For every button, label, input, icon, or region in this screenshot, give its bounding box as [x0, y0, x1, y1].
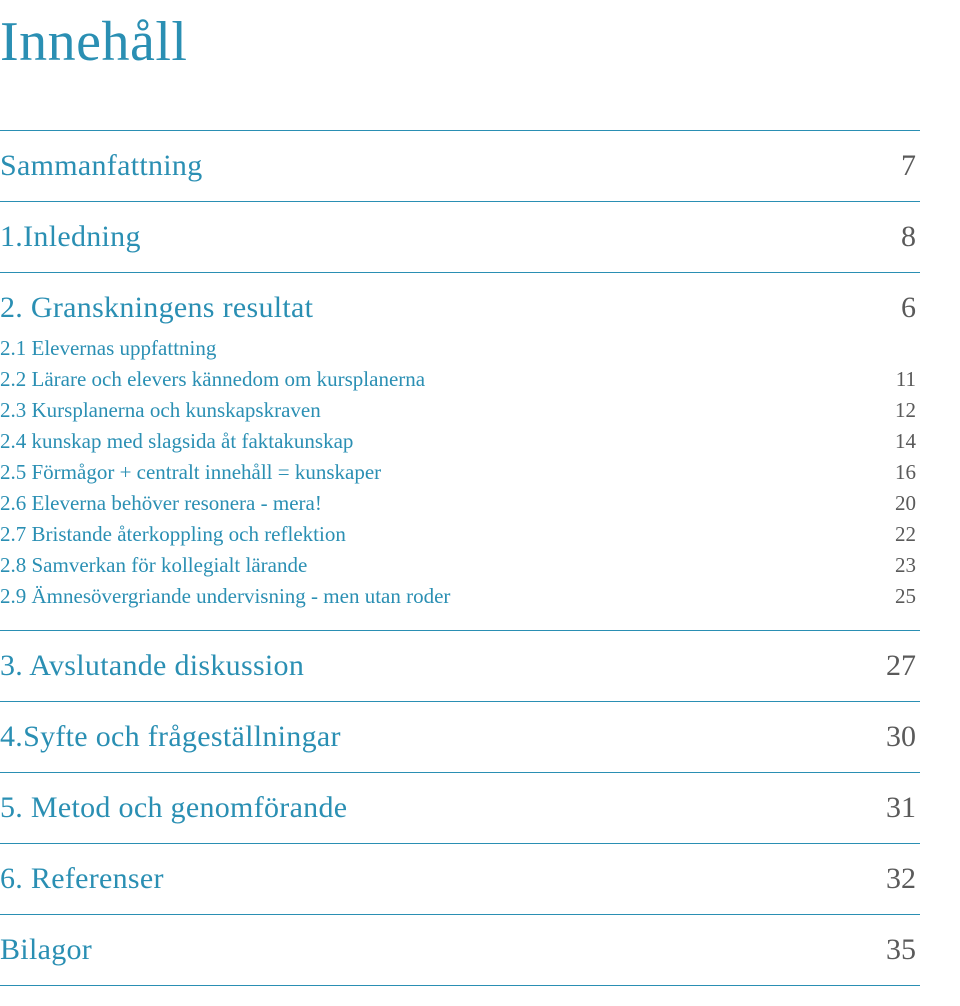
toc-sub-label: 2.5 Förmågor + centralt innehåll = kunsk… [0, 460, 381, 485]
toc-main-page: 8 [901, 220, 916, 254]
toc-sub-page: 22 [895, 522, 916, 547]
toc-sub-rows: 2.1 Elevernas uppfattning 2.2 Lärare och … [0, 325, 920, 630]
toc-main-label: 6. Referenser [0, 862, 164, 896]
toc-sub-page: 12 [895, 398, 916, 423]
toc-section: 6. Referenser 32 [0, 843, 920, 914]
toc-main-row: Sammanfattning 7 [0, 131, 920, 183]
toc-main-label: 4.Syfte och frågeställningar [0, 720, 341, 754]
toc-sub-page: 16 [895, 460, 916, 485]
toc-main-page: 35 [886, 933, 916, 967]
toc-sub-row: 2.3 Kursplanerna och kunskapskraven 12 [0, 395, 916, 426]
toc-page: Innehåll Sammanfattning 7 1.Inledning 8 2. G… [0, 0, 960, 1006]
toc-sub-label: 2.6 Eleverna behöver resonera - mera! [0, 491, 322, 516]
toc-main-page: 32 [886, 862, 916, 896]
toc-main-page: 27 [886, 649, 916, 683]
toc-sub-row: 2.4 kunskap med slagsida åt faktakunskap… [0, 426, 916, 457]
toc-sub-row: 2.7 Bristande återkoppling och reflektio… [0, 519, 916, 550]
toc-section: Bilagor 35 [0, 914, 920, 986]
toc-sub-row: 2.9 Ämnesövergriande undervisning - men … [0, 581, 916, 612]
toc-main-row: 1.Inledning 8 [0, 202, 920, 254]
toc-main-label: 2. Granskningens resultat [0, 291, 313, 325]
toc-main-row: 5. Metod och genomförande 31 [0, 773, 920, 825]
toc-main-row: Bilagor 35 [0, 915, 920, 967]
toc-section: 1.Inledning 8 [0, 201, 920, 272]
toc-sub-label: 2.8 Samverkan för kollegialt lärande [0, 553, 307, 578]
toc-main-row: 3. Avslutande diskussion 27 [0, 631, 920, 683]
toc-sub-label: 2.2 Lärare och elevers kännedom om kursp… [0, 367, 425, 392]
toc-section: 3. Avslutande diskussion 27 [0, 630, 920, 701]
toc-main-row: 4.Syfte och frågeställningar 30 [0, 702, 920, 754]
toc-sub-label: 2.7 Bristande återkoppling och reflektio… [0, 522, 346, 547]
toc-section: 4.Syfte och frågeställningar 30 [0, 701, 920, 772]
toc-main-row: 6. Referenser 32 [0, 844, 920, 896]
toc-sub-row: 2.1 Elevernas uppfattning [0, 333, 916, 364]
toc-sub-page: 11 [896, 367, 916, 392]
toc-main-page: 30 [886, 720, 916, 754]
toc-main-label: Sammanfattning [0, 149, 203, 183]
toc-sub-row: 2.5 Förmågor + centralt innehåll = kunsk… [0, 457, 916, 488]
toc-sub-row: 2.6 Eleverna behöver resonera - mera! 20 [0, 488, 916, 519]
toc-section: 5. Metod och genomförande 31 [0, 772, 920, 843]
toc-sub-page: 20 [895, 491, 916, 516]
toc-sub-row: 2.8 Samverkan för kollegialt lärande 23 [0, 550, 916, 581]
toc-sub-page: 14 [895, 429, 916, 454]
toc-main-label: 1.Inledning [0, 220, 141, 254]
toc-sub-label: 2.9 Ämnesövergriande undervisning - men … [0, 584, 450, 609]
toc-main-label: Bilagor [0, 933, 92, 967]
toc-section: 2. Granskningens resultat62.1 Elevernas … [0, 272, 920, 630]
toc-main-page: 31 [886, 791, 916, 825]
toc-sub-label: 2.3 Kursplanerna och kunskapskraven [0, 398, 321, 423]
toc-main-label: 5. Metod och genomförande [0, 791, 347, 825]
toc-section: Sammanfattning 7 [0, 130, 920, 201]
toc-main-page: 7 [901, 149, 916, 183]
toc-main-page: 6 [901, 291, 916, 325]
toc-sub-row: 2.2 Lärare och elevers kännedom om kursp… [0, 364, 916, 395]
toc-sections: Sammanfattning 7 1.Inledning 8 2. Granskning… [0, 130, 920, 986]
toc-sub-label: 2.1 Elevernas uppfattning [0, 336, 216, 361]
toc-title: Innehåll [0, 10, 920, 74]
toc-sub-page: 25 [895, 584, 916, 609]
toc-sub-label: 2.4 kunskap med slagsida åt faktakunskap [0, 429, 353, 454]
toc-main-row: 2. Granskningens resultat 6 [0, 273, 920, 325]
toc-sub-page: 23 [895, 553, 916, 578]
toc-main-label: 3. Avslutande diskussion [0, 649, 304, 683]
